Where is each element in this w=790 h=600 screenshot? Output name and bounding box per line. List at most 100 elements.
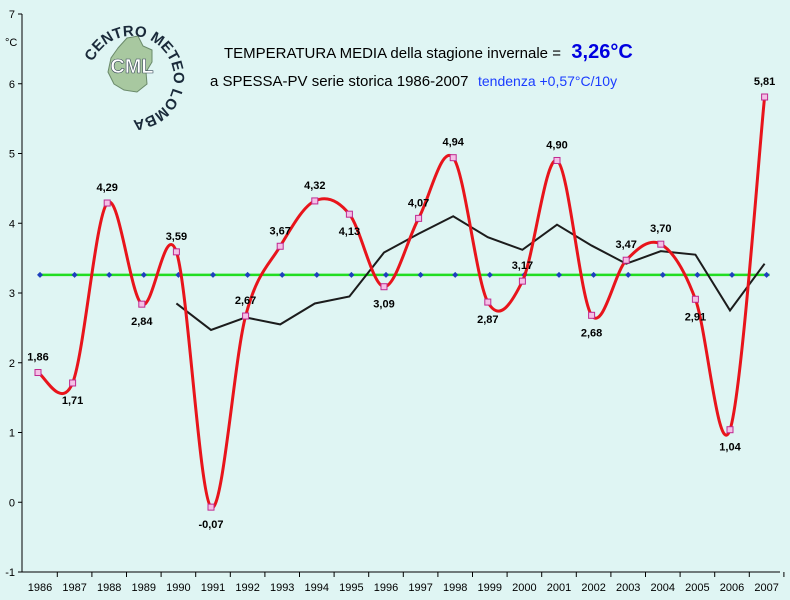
data-label: 3,67 — [269, 225, 290, 237]
temperature-point — [172, 248, 180, 256]
temperature-point — [588, 311, 596, 319]
cml-logo: CENTRO METEO LOMBARDO CML — [0, 0, 187, 133]
data-labels: 1,86 1,71 4,29 2,84 3,59 -0,07 2,67 3,67 4,32 4,1… — [27, 76, 775, 531]
data-label: 2,84 — [131, 316, 153, 328]
x-tick-label: 2007 — [754, 582, 778, 594]
mean-point — [210, 271, 216, 278]
x-tick-label: 1998 — [443, 582, 467, 594]
y-tick-label: 7 — [9, 9, 15, 21]
temperature-point — [622, 256, 630, 264]
mean-point — [244, 271, 251, 278]
mean-point — [452, 271, 459, 278]
data-label: 4,13 — [339, 226, 360, 238]
x-tick-label: 2006 — [720, 582, 744, 594]
y-tick-label: 6 — [9, 79, 15, 91]
temperature-point — [415, 214, 423, 222]
y-tick-label: 2 — [9, 358, 15, 370]
x-tick-label: 2001 — [547, 582, 571, 594]
temperature-point — [761, 93, 769, 101]
mean-point — [659, 271, 666, 278]
mean-point — [417, 271, 424, 278]
x-tick-label: 1999 — [478, 582, 502, 594]
mean-point — [140, 271, 147, 278]
data-label: 4,07 — [408, 197, 429, 209]
temperature-point — [138, 300, 146, 308]
x-tick-label: 2002 — [581, 582, 605, 594]
y-tick-label: 5 — [9, 149, 15, 161]
x-tick-label: 1993 — [270, 582, 294, 594]
x-tick-label: 2003 — [616, 582, 640, 594]
x-tick-label: 1995 — [339, 582, 363, 594]
y-tick-label: -1 — [5, 567, 15, 579]
mean-point — [625, 271, 632, 278]
y-ticks: -1 0 1 2 3 4 5 6 7 — [5, 9, 22, 579]
data-label: 2,91 — [685, 311, 706, 323]
data-label: 3,17 — [512, 260, 533, 272]
mean-point — [279, 271, 286, 278]
y-tick-label: 0 — [9, 497, 15, 509]
temperature-point — [69, 379, 77, 387]
temperature-point — [207, 503, 215, 511]
lombardy-map-icon — [107, 35, 153, 93]
temperature-point — [345, 210, 353, 218]
x-tick-label: 1988 — [97, 582, 121, 594]
temperature-line — [37, 96, 767, 509]
mean-point — [486, 271, 493, 278]
data-label: 3,47 — [615, 239, 636, 251]
temperature-point — [484, 298, 492, 306]
x-tick-label: 2000 — [512, 582, 536, 594]
temperature-point — [380, 283, 388, 291]
title-value: 3,26°C — [571, 41, 632, 63]
temperature-point — [449, 154, 457, 162]
x-tick-label: 1996 — [374, 582, 398, 594]
data-label: 4,32 — [304, 180, 325, 192]
y-tick-label: 1 — [9, 428, 15, 440]
data-label: 4,94 — [442, 137, 464, 149]
logo-center-text: CML — [110, 56, 153, 78]
x-tick-label: 2004 — [651, 582, 675, 594]
data-label: 4,90 — [546, 139, 567, 151]
x-tick-label: 1987 — [62, 582, 86, 594]
x-tick-label: 1991 — [201, 582, 225, 594]
data-label: 3,70 — [650, 223, 671, 235]
mean-point — [106, 271, 113, 278]
series-group — [34, 93, 770, 511]
mean-point — [383, 271, 389, 278]
temperature-point — [691, 295, 699, 303]
y-tick-label: 3 — [9, 288, 15, 300]
data-label: 3,09 — [373, 299, 394, 311]
mean-point — [37, 271, 43, 278]
data-label: 5,81 — [754, 76, 775, 88]
mean-point — [590, 271, 597, 278]
data-label: 1,71 — [62, 395, 83, 407]
x-tick-label: 1989 — [132, 582, 156, 594]
temperature-point — [311, 197, 319, 205]
temperature-point — [553, 156, 561, 164]
temperature-point — [726, 426, 734, 434]
temperature-point — [103, 199, 111, 207]
temperature-point — [657, 240, 665, 248]
mean-point — [729, 271, 735, 278]
temperature-point — [34, 369, 42, 377]
x-tick-label: 1994 — [305, 582, 329, 594]
mean-point — [348, 271, 355, 278]
x-tick-label: 1992 — [235, 582, 259, 594]
mean-point — [556, 271, 562, 278]
x-ticks: 1986 1987 1988 1989 1990 1991 1992 1993 1994 1995… — [28, 572, 785, 594]
title-prefix: TEMPERATURA MEDIA della stagione inverna… — [224, 45, 561, 62]
axes: °C — [5, 14, 780, 573]
data-label: 3,59 — [166, 231, 187, 243]
temperature-point — [518, 277, 526, 285]
trend-label: tendenza +0,57°C/10y — [478, 73, 617, 89]
mean-point — [313, 271, 320, 278]
data-label: 2,67 — [235, 295, 256, 307]
x-tick-label: 1997 — [408, 582, 432, 594]
y-axis-unit: °C — [5, 37, 17, 49]
mean-point — [71, 271, 78, 278]
x-tick-label: 1990 — [166, 582, 190, 594]
x-tick-label: 1986 — [28, 582, 52, 594]
chart-subtitle: a SPESSA-PV serie storica 1986-2007 — [210, 73, 468, 90]
temperature-point — [276, 242, 284, 250]
data-label: 1,86 — [27, 352, 48, 364]
